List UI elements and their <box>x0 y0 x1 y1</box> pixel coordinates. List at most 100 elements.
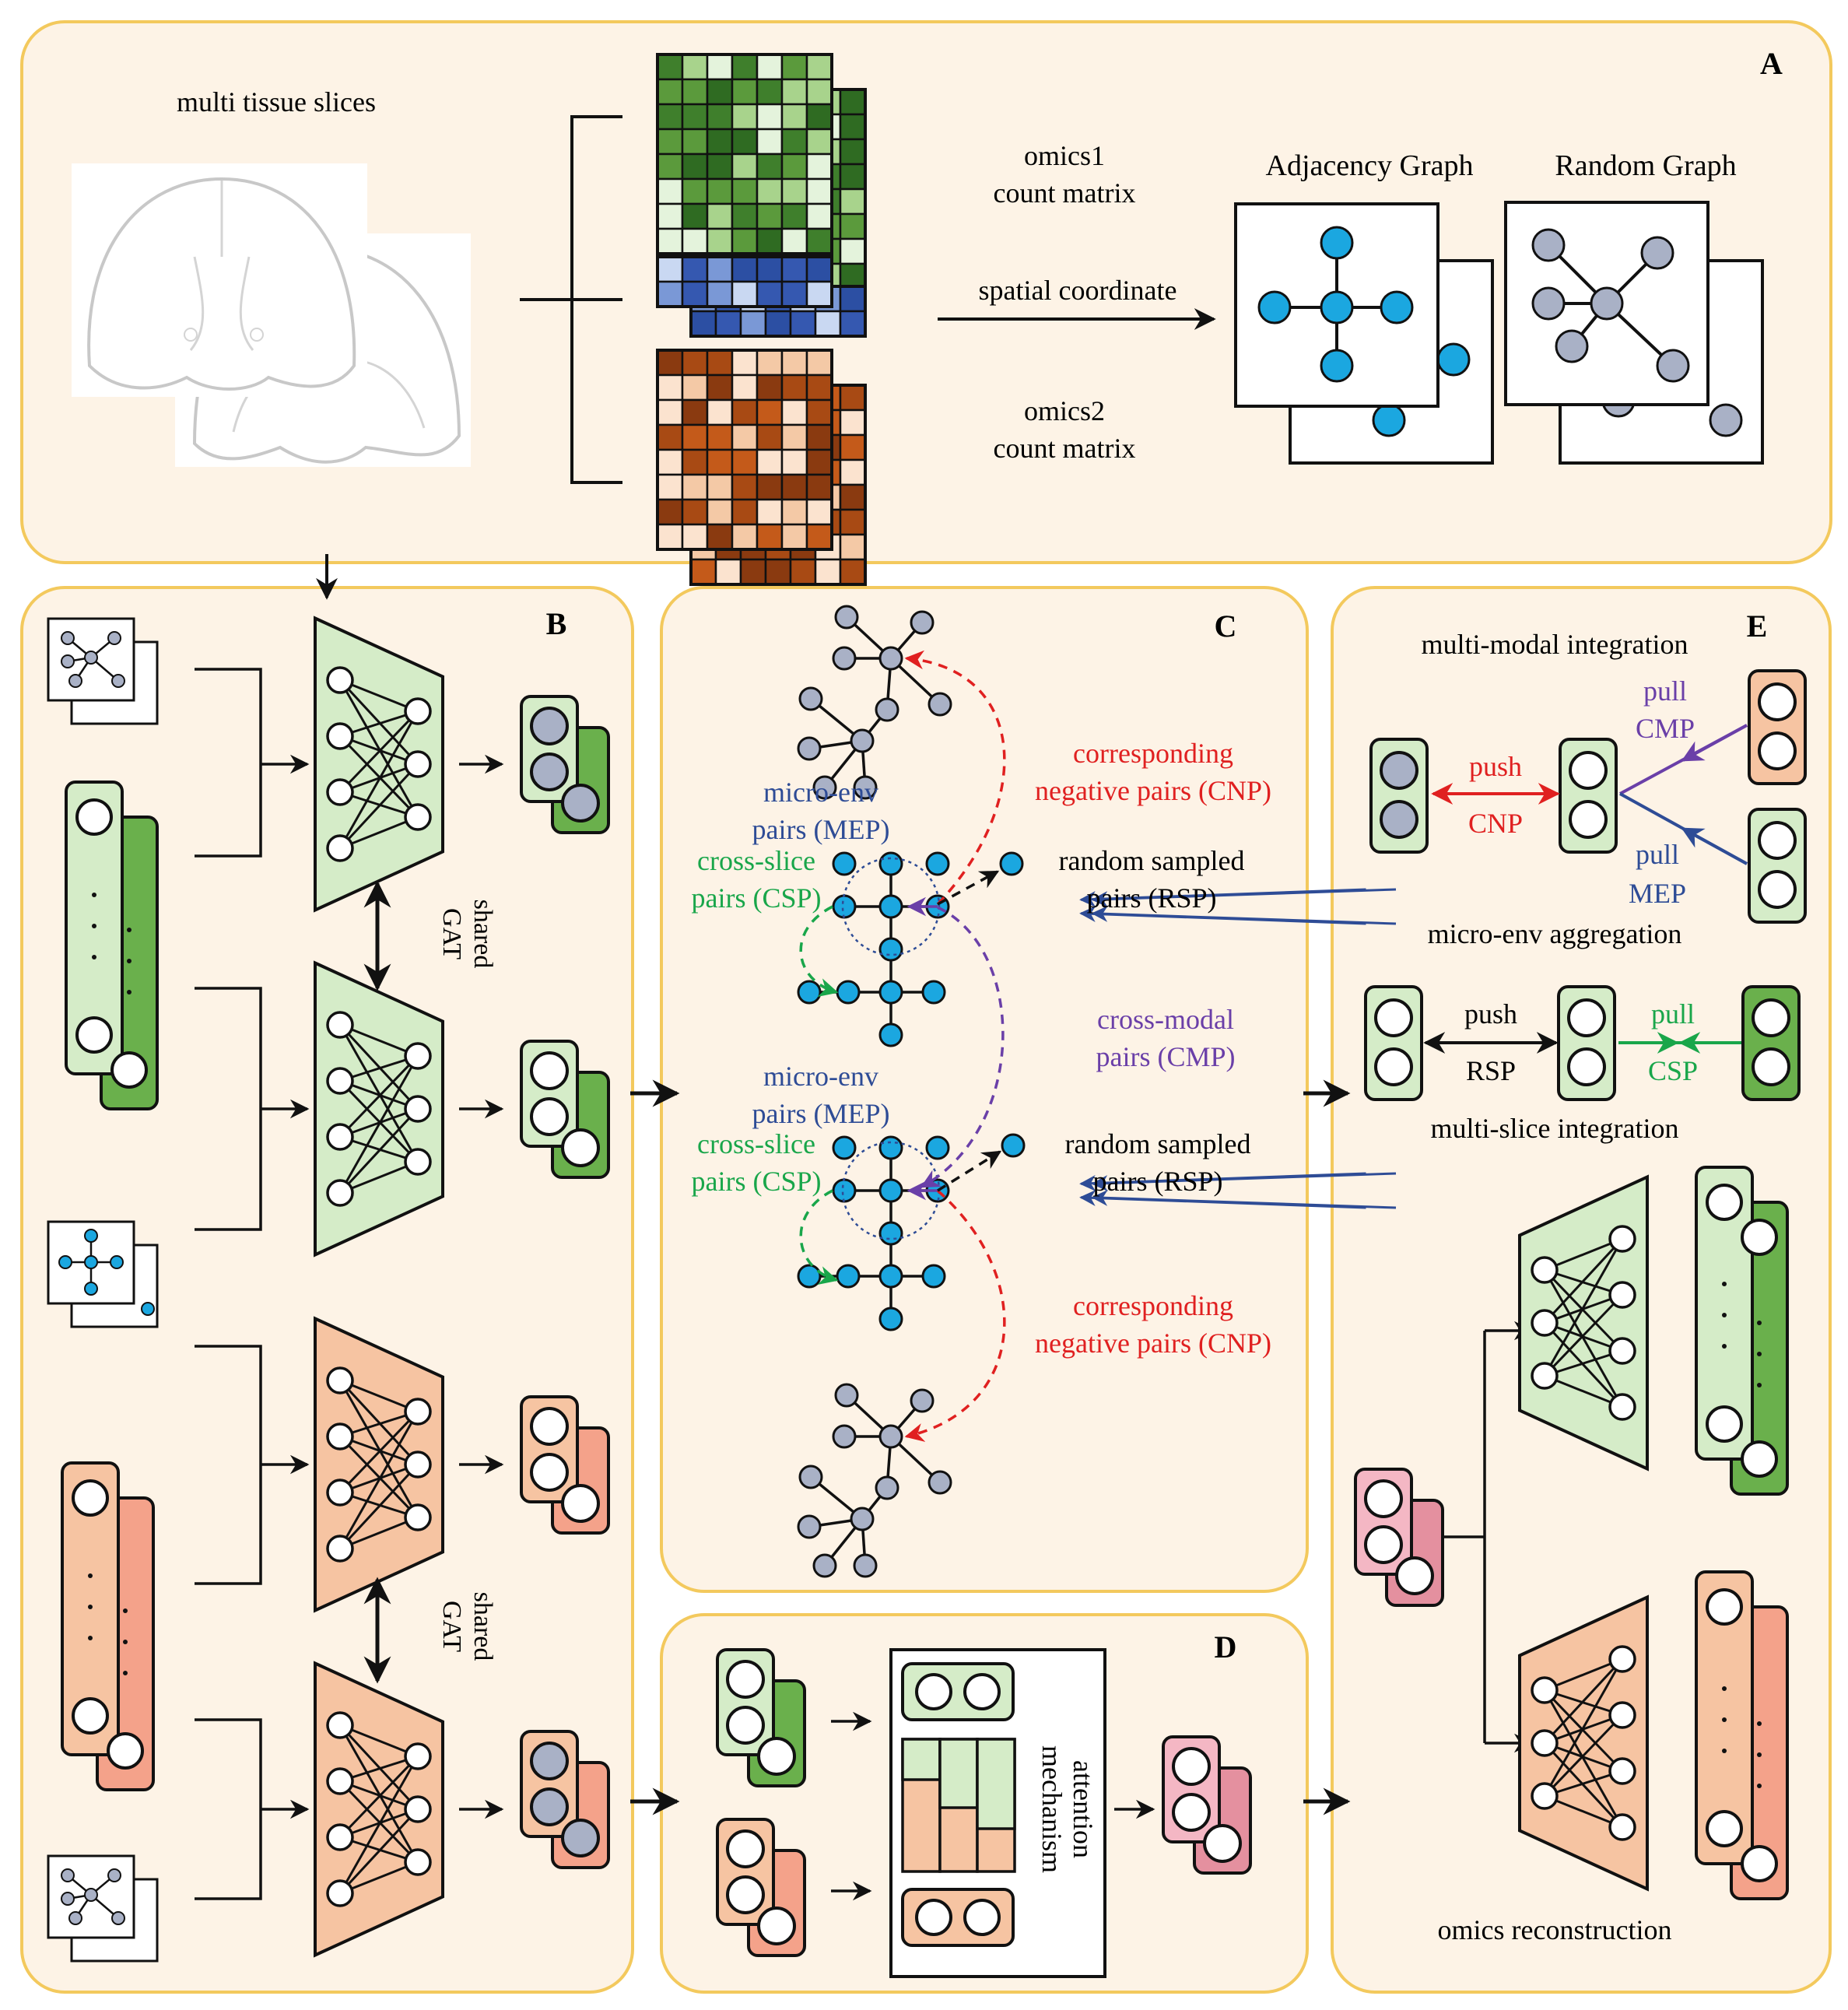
omics1-label-line1: omics1 <box>1024 140 1105 171</box>
fused-embedding <box>1162 1735 1252 1875</box>
pull-csp-line1: pull <box>1651 998 1695 1030</box>
decoder-omics1 <box>1518 1174 1649 1472</box>
encoder-output-arrows <box>459 754 504 1819</box>
graph-gray-top <box>797 605 952 800</box>
csp-bottom-line1: cross-slice <box>697 1128 815 1159</box>
feature-vector-omics1 <box>65 780 159 1110</box>
csp-top-line1: cross-slice <box>697 845 815 876</box>
embedding-omics2-slice-b <box>520 1730 610 1869</box>
mep-top-line1: micro-env <box>763 777 878 808</box>
shared-gat-label-2: shared GAT <box>437 1592 497 1661</box>
cnp-bottom-line1: corresponding <box>1073 1290 1233 1321</box>
cnp-top-line1: corresponding <box>1073 738 1233 769</box>
embedding-omics1-slice-b <box>520 1040 610 1179</box>
pair-relation-arcs <box>799 650 1006 1442</box>
graph-icon-gray-bottom <box>47 1854 159 1963</box>
svg-text:mechanism: mechanism <box>1036 1745 1068 1873</box>
decoder-omics2 <box>1518 1594 1649 1892</box>
ms-embedding-right <box>1741 985 1801 1101</box>
mep-top-line2: pairs (MEP) <box>752 814 890 845</box>
reconstructed-omics2 <box>1695 1570 1789 1900</box>
embedding-omics1-slice-a <box>520 695 610 834</box>
rsp-bottom-line2: pairs (RSP) <box>1092 1166 1222 1197</box>
panel-d-label: D <box>1215 1629 1237 1664</box>
shared-gat-label-1: shared GAT <box>437 900 497 969</box>
gat-encoder-omics2-bottom <box>314 1661 444 1958</box>
rsp-bottom-line1: random sampled <box>1065 1128 1251 1159</box>
multi-slice-title: multi-slice integration <box>1431 1113 1679 1144</box>
pull-mep-line1: pull <box>1636 839 1679 870</box>
mep-bottom-line2: pairs (MEP) <box>752 1098 890 1129</box>
reconstructed-omics1 <box>1695 1166 1789 1496</box>
svg-text:attention: attention <box>1068 1760 1099 1858</box>
multi-modal-title: multi-modal integration <box>1422 629 1688 660</box>
fused-embedding-input <box>1354 1468 1444 1607</box>
pull-cmp-line2: CMP <box>1636 713 1695 744</box>
encoder-input-arrows <box>261 754 310 1819</box>
omics2-label-line1: omics2 <box>1024 395 1105 426</box>
embedding-omics2-input <box>716 1818 806 1957</box>
attention-mechanism-box <box>889 1648 1106 1978</box>
micro-env-title: micro-env aggregation <box>1428 918 1682 949</box>
gat-encoder-omics1-top <box>314 616 444 913</box>
omics-reconstruction-title: omics reconstruction <box>1438 1914 1672 1945</box>
random-sampled-node-bottom <box>1001 1133 1026 1158</box>
matrix-bracket <box>520 115 622 484</box>
csp-bottom-line2: pairs (CSP) <box>691 1166 821 1197</box>
ms-embedding-anchor <box>1557 985 1616 1101</box>
slices-title: multi tissue slices <box>177 86 376 118</box>
ms-embedding-left <box>1364 985 1423 1101</box>
pull-mep-line2: MEP <box>1629 878 1686 909</box>
embedding-omics1-input <box>716 1648 806 1787</box>
pull-cmp-line1: pull <box>1643 675 1687 707</box>
graph-icon-blue <box>47 1220 159 1328</box>
graph-blue-upper <box>797 851 1397 1047</box>
adjacency-graph-title: Adjacency Graph <box>1266 149 1474 182</box>
mep-bottom-line1: micro-env <box>763 1061 878 1092</box>
gat-encoder-omics1-bottom <box>314 960 444 1258</box>
pull-arrows-mm <box>1619 724 1748 865</box>
mm-embedding-gray <box>1369 738 1429 854</box>
push-cnp-label: push <box>1469 751 1522 782</box>
svg-text:GAT: GAT <box>437 1601 466 1652</box>
graph-icon-gray-top <box>47 617 159 725</box>
omics1-matrix <box>656 53 867 290</box>
random-sampled-node-top <box>999 851 1024 876</box>
panel-a-label: A <box>1760 46 1783 81</box>
graph-gray-bottom <box>797 1383 952 1578</box>
omics2-label-line2: count matrix <box>994 433 1136 464</box>
spatial-matrix <box>656 255 867 338</box>
cmp-line2: pairs (CMP) <box>1096 1041 1236 1072</box>
cnp-top-line2: negative pairs (CNP) <box>1035 775 1271 806</box>
adjacency-graph <box>1234 202 1494 465</box>
svg-text:shared: shared <box>468 1592 497 1661</box>
cnp-label: CNP <box>1468 808 1523 839</box>
attention-input-arrows <box>831 1711 1155 1901</box>
panel-c-label: C <box>1215 609 1237 644</box>
mm-embedding-green <box>1748 808 1807 924</box>
random-graph <box>1504 201 1764 465</box>
gat-encoder-omics2-top <box>314 1316 444 1613</box>
spatial-label: spatial coordinate <box>979 275 1177 306</box>
panel-flow-arrows <box>630 1079 1351 1815</box>
cmp-line1: cross-modal <box>1097 1004 1234 1035</box>
csp-top-line2: pairs (CSP) <box>691 882 821 914</box>
omics1-label-line2: count matrix <box>994 177 1136 209</box>
embedding-omics2-slice-a <box>520 1395 610 1535</box>
mm-embedding-orange <box>1748 669 1807 785</box>
rsp-top-line2: pairs (RSP) <box>1086 882 1216 914</box>
rsp-top-line1: random sampled <box>1059 845 1245 876</box>
cnp-bottom-line2: negative pairs (CNP) <box>1035 1328 1271 1359</box>
feature-vector-omics2 <box>61 1461 155 1791</box>
attention-label: attention mechanism <box>1036 1745 1099 1873</box>
svg-text:shared: shared <box>468 900 497 969</box>
panel-e-label: E <box>1747 609 1768 644</box>
pull-csp-line2: CSP <box>1648 1055 1698 1086</box>
panel-b-label: B <box>546 606 567 641</box>
svg-text:GAT: GAT <box>437 908 466 959</box>
omics2-matrix <box>656 349 867 586</box>
tissue-slices-image <box>72 163 471 467</box>
random-graph-title: Random Graph <box>1555 149 1736 182</box>
rsp-label: RSP <box>1466 1055 1516 1086</box>
